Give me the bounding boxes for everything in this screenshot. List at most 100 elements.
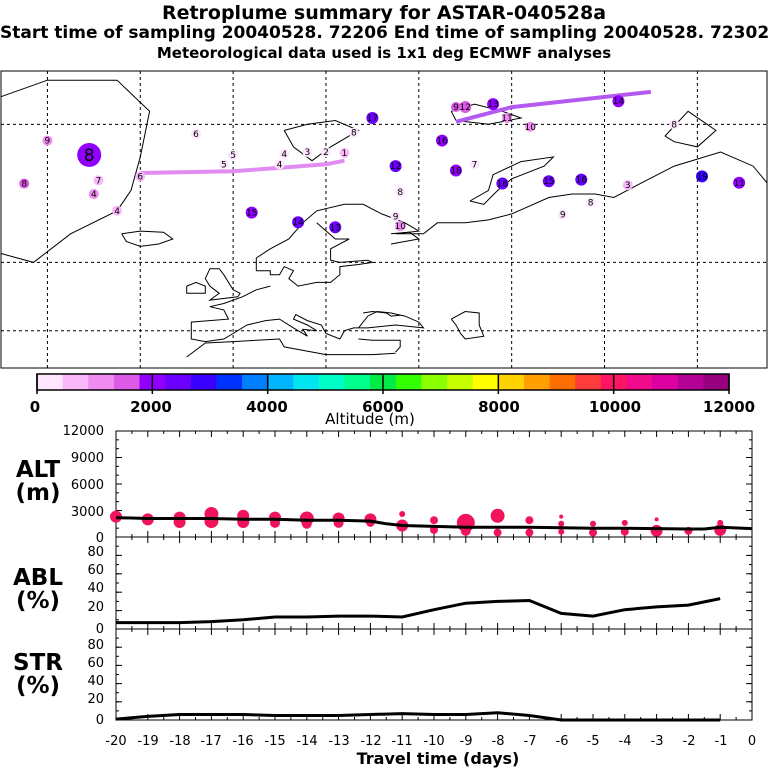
cluster-marker <box>502 112 513 123</box>
cluster-label: 3 <box>305 148 311 158</box>
alt-bubble <box>714 523 727 536</box>
colorbar-swatch <box>626 374 653 390</box>
x-tick: 0 <box>748 734 756 749</box>
colorbar-swatch <box>267 374 294 390</box>
coastline <box>204 268 241 301</box>
cluster-label: 6 <box>137 172 143 182</box>
abl-panel-label: ABL <box>13 565 63 591</box>
cluster-marker <box>585 197 596 208</box>
cluster-marker <box>112 205 123 216</box>
cluster-label: 9 <box>393 212 399 222</box>
cluster-marker <box>459 101 472 114</box>
cluster-label: 17 <box>367 114 378 124</box>
alt-panel <box>110 430 753 538</box>
colorbar-swatch <box>190 374 217 390</box>
str-panel-unit: (%) <box>16 673 60 699</box>
colorbar-tick: 8000 <box>478 398 520 416</box>
cluster-marker <box>487 98 500 111</box>
cluster-label: 4 <box>277 160 283 170</box>
cluster-label: 9 <box>453 103 459 113</box>
cluster-marker <box>542 175 555 188</box>
alt-bubble <box>590 520 596 527</box>
x-tick: -2 <box>683 734 696 749</box>
plume-track-line <box>455 89 652 124</box>
str-panel <box>115 628 753 722</box>
x-tick: -3 <box>651 734 664 749</box>
cluster-marker <box>274 159 285 170</box>
coastline <box>256 222 375 287</box>
abl-ytick: 20 <box>87 600 104 615</box>
x-tick: -14 <box>296 734 317 749</box>
alt-bubble <box>490 508 505 523</box>
cluster-marker <box>279 148 290 159</box>
colorbar-swatch <box>88 374 115 390</box>
alt-bubble <box>558 528 565 535</box>
alt-bubble <box>654 517 659 522</box>
coastline <box>664 110 717 148</box>
colorbar-swatch <box>242 374 269 390</box>
coastline <box>450 310 485 340</box>
colorbar-tick: 2000 <box>130 398 172 416</box>
cluster-label: 16 <box>497 180 509 190</box>
cluster-label: 16 <box>436 137 448 147</box>
x-tick: -6 <box>556 734 569 749</box>
alt-ytick: 3000 <box>71 505 104 520</box>
sampling-time-subtitle: Start time of sampling 20040528. 72206 E… <box>0 23 768 43</box>
colorbar-swatch <box>447 374 474 390</box>
cluster-marker <box>135 171 146 182</box>
cluster-label: 4 <box>281 150 287 160</box>
cluster-label: 11 <box>733 179 744 189</box>
abl-panel <box>115 536 753 630</box>
alt-bubble <box>525 516 534 525</box>
alt-bubble <box>493 528 502 537</box>
colorbar-tick: 0 <box>30 398 40 416</box>
cluster-label: 7 <box>472 160 478 170</box>
x-tick: -16 <box>232 734 253 749</box>
cluster-marker <box>42 135 53 146</box>
str-ytick: 20 <box>87 692 104 707</box>
cluster-marker <box>622 180 633 191</box>
x-tick: -13 <box>328 734 349 749</box>
colorbar-swatch <box>216 374 243 390</box>
coastline <box>390 231 421 245</box>
colorbar-swatch <box>575 374 602 390</box>
x-tick: -11 <box>391 734 412 749</box>
x-tick: -10 <box>423 734 444 749</box>
cluster-label: 5 <box>221 160 227 170</box>
cluster-marker <box>733 176 746 189</box>
alt-bubble <box>559 514 564 519</box>
cluster-label: 9 <box>560 210 566 220</box>
x-tick: -15 <box>264 734 285 749</box>
alt-panel-unit: (m) <box>16 480 61 506</box>
colorbar-swatch <box>421 374 448 390</box>
time-series-panels <box>110 430 753 722</box>
cluster-marker <box>320 147 331 158</box>
coastlines <box>0 79 768 358</box>
colorbar-swatch <box>498 374 525 390</box>
x-tick: -12 <box>360 734 381 749</box>
cluster-label: 9 <box>45 137 51 147</box>
cluster-label: 8 <box>588 198 594 208</box>
coastline <box>190 285 425 343</box>
altitude-colorbar <box>36 373 730 394</box>
cluster-marker <box>669 119 680 130</box>
colorbar-swatch <box>549 374 576 390</box>
cluster-marker <box>245 206 258 219</box>
cluster-marker <box>395 186 406 197</box>
x-tick: -9 <box>460 734 473 749</box>
cluster-label: 13 <box>330 223 341 233</box>
str-ytick: 0 <box>96 713 104 728</box>
cluster-marker <box>366 111 379 124</box>
cluster-label: 12 <box>390 162 401 172</box>
abl-ytick: 0 <box>96 622 104 637</box>
abl-panel-frame <box>115 536 753 630</box>
cluster-marker <box>329 221 342 234</box>
alt-bubble <box>650 524 663 537</box>
cluster-marker <box>525 121 536 132</box>
str-ytick: 40 <box>87 674 104 689</box>
x-tick: -4 <box>619 734 632 749</box>
colorbar-label: Altitude (m) <box>325 410 415 428</box>
colorbar-swatch <box>37 374 64 390</box>
abl-series-line <box>116 597 721 625</box>
